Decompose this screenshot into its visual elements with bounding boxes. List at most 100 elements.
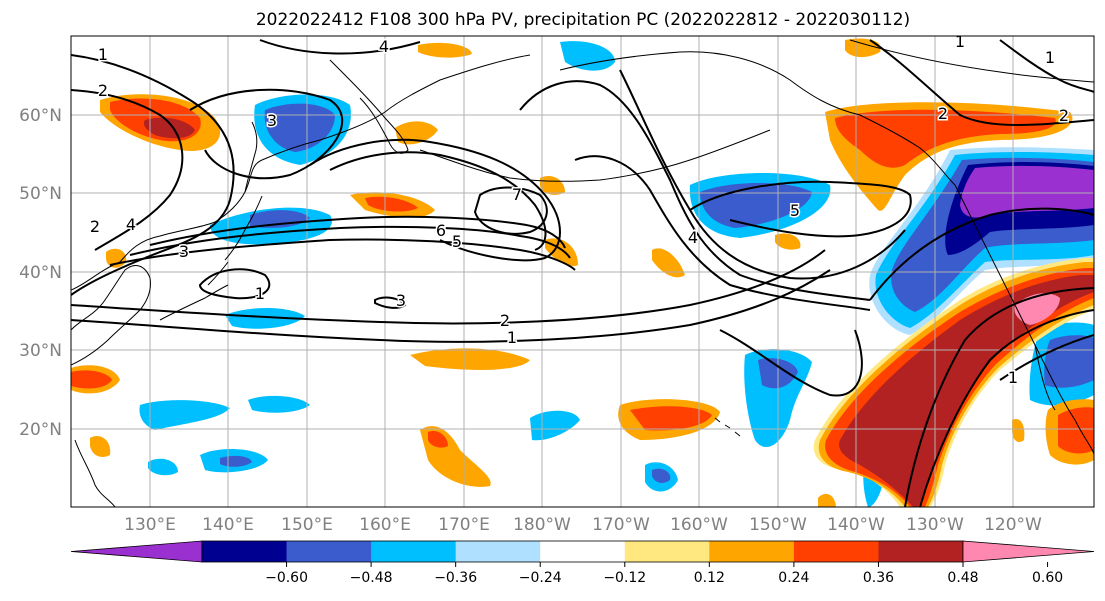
coastline-kamchatka bbox=[329, 59, 409, 154]
colorbar-segment bbox=[202, 541, 288, 562]
pv-contour-east-3 bbox=[919, 309, 1094, 507]
contour-label: 1 bbox=[98, 45, 108, 64]
contour-label: 4 bbox=[688, 228, 698, 247]
contour-label: 1 bbox=[255, 284, 265, 303]
lon-tick-label: 170°W bbox=[592, 515, 650, 535]
colorbar-tick-label: −0.48 bbox=[350, 570, 393, 586]
colorbar-tick-label: −0.24 bbox=[519, 570, 562, 586]
contour-label: 2 bbox=[938, 104, 948, 123]
contour-label: 5 bbox=[790, 201, 800, 220]
pv-contour-northeast bbox=[869, 39, 1094, 126]
pv-contour-jet-4 bbox=[129, 225, 571, 259]
precip-anomaly-positive bbox=[839, 275, 1094, 507]
contour-label: 4 bbox=[126, 215, 136, 234]
colorbar: −0.60 −0.48 −0.36 −0.24 −0.12 0.12 0.24 0.36 0.4… bbox=[70, 540, 1095, 586]
pv-contour-jet-3 bbox=[109, 238, 576, 271]
contour-label: 7 bbox=[512, 185, 522, 204]
colorbar-segment bbox=[709, 541, 795, 562]
pv-contour-7 bbox=[473, 186, 548, 235]
precip-anomaly-negative bbox=[148, 458, 178, 476]
lon-tick-label: 130°W bbox=[906, 515, 964, 535]
coastline-asia bbox=[71, 54, 531, 291]
precip-anomaly-positive bbox=[395, 121, 438, 145]
precip-anomaly-negative bbox=[560, 41, 615, 71]
colorbar-tick-label: −0.12 bbox=[603, 570, 646, 586]
precip-anomaly-positive bbox=[418, 42, 472, 58]
contour-label: 2 bbox=[90, 217, 100, 236]
coastlines bbox=[71, 39, 1094, 507]
pv-contour-trough-2 bbox=[329, 151, 547, 251]
contour-label: 5 bbox=[452, 232, 462, 251]
precip-anomaly-negative bbox=[960, 165, 1094, 218]
colorbar-tick-label: 0.48 bbox=[947, 570, 978, 586]
contour-label: 2 bbox=[1059, 106, 1069, 125]
contour-label: 3 bbox=[267, 111, 277, 130]
colorbar-tick-label: 0.36 bbox=[863, 570, 894, 586]
pv-contour-northeast-2 bbox=[999, 39, 1094, 93]
pv-contour-2 bbox=[71, 89, 184, 251]
colorbar-tick-label: 0.60 bbox=[1032, 570, 1063, 586]
lon-tick-label: 150°E bbox=[281, 515, 333, 535]
coastline-alaska bbox=[559, 51, 956, 186]
precip-anomaly-negative bbox=[139, 400, 230, 430]
precip-anomaly-positive bbox=[845, 38, 881, 58]
pv-contour-subtropic bbox=[719, 329, 863, 397]
lon-tick-label: 120°W bbox=[984, 515, 1042, 535]
figure-title: 2022022412 F108 300 hPa PV, precipitatio… bbox=[256, 10, 910, 30]
coastline-baja bbox=[1034, 344, 1056, 411]
precip-anomaly-negative bbox=[264, 103, 335, 152]
precip-anomaly-positive bbox=[410, 348, 530, 370]
latitude-labels: 60°N 50°N 40°N 30°N 20°N bbox=[19, 106, 62, 440]
philippines-coast bbox=[74, 439, 116, 507]
coastline-korea-china bbox=[71, 265, 151, 366]
colorbar-tick-label: 0.12 bbox=[694, 570, 725, 586]
colorbar-extend-min bbox=[70, 540, 203, 563]
lon-tick-label: 150°W bbox=[749, 515, 807, 535]
precip-anomaly-positive bbox=[818, 493, 836, 507]
contour-label: 2 bbox=[98, 81, 108, 100]
contour-label: 1 bbox=[955, 32, 965, 51]
lat-tick-label: 40°N bbox=[19, 263, 62, 283]
colorbar-segment bbox=[286, 541, 372, 562]
pv-contour-ridge-3 bbox=[619, 69, 906, 280]
precip-anomaly-positive bbox=[143, 117, 195, 139]
longitude-labels: 130°E 140°E 150°E 160°E 170°E 180°W 170°W 160°W… bbox=[124, 515, 1042, 535]
colorbar-segment bbox=[793, 541, 879, 562]
colorbar-tick-label: −0.60 bbox=[265, 570, 308, 586]
precip-anomaly-negative bbox=[248, 395, 310, 413]
precip-anomaly-positive bbox=[71, 370, 112, 389]
lon-tick-label: 160°E bbox=[359, 515, 411, 535]
contour-label: 6 bbox=[436, 221, 446, 240]
precip-anomaly-negative bbox=[652, 468, 671, 483]
contour-label: 2 bbox=[500, 311, 510, 330]
pv-contour-jet-2 bbox=[71, 249, 826, 325]
precip-anomaly-positive bbox=[775, 233, 801, 250]
pv-contour-ridge-2 bbox=[574, 155, 871, 311]
contour-label: 4 bbox=[379, 37, 389, 56]
colorbar-segment bbox=[540, 541, 626, 562]
coastline-north-america bbox=[954, 184, 1094, 456]
lat-tick-label: 50°N bbox=[19, 184, 62, 204]
hawaii-islands bbox=[714, 417, 741, 437]
precip-anomaly-negative bbox=[225, 307, 305, 329]
colorbar-tick-label: 0.24 bbox=[778, 570, 809, 586]
colorbar-segment bbox=[371, 541, 457, 562]
pv-contour-east-1 bbox=[869, 207, 1094, 301]
precip-anomaly-positive bbox=[652, 248, 685, 278]
contour-label: 1 bbox=[507, 328, 517, 347]
precipitation-shading bbox=[71, 38, 1094, 507]
pv-contour-southeast bbox=[999, 334, 1094, 381]
contour-label: 3 bbox=[179, 242, 189, 261]
map-frame bbox=[70, 35, 1095, 508]
coastline-sakhalin bbox=[244, 121, 258, 193]
lon-tick-label: 130°E bbox=[124, 515, 176, 535]
contour-label: 1 bbox=[1045, 48, 1055, 67]
pv-contours bbox=[71, 39, 1094, 507]
precip-anomaly-positive bbox=[1014, 293, 1060, 325]
pv-contour-jet-5 bbox=[149, 215, 566, 249]
lon-tick-label: 170°E bbox=[438, 515, 490, 535]
colorbar-extend-max bbox=[962, 540, 1095, 563]
lon-tick-label: 140°E bbox=[202, 515, 254, 535]
